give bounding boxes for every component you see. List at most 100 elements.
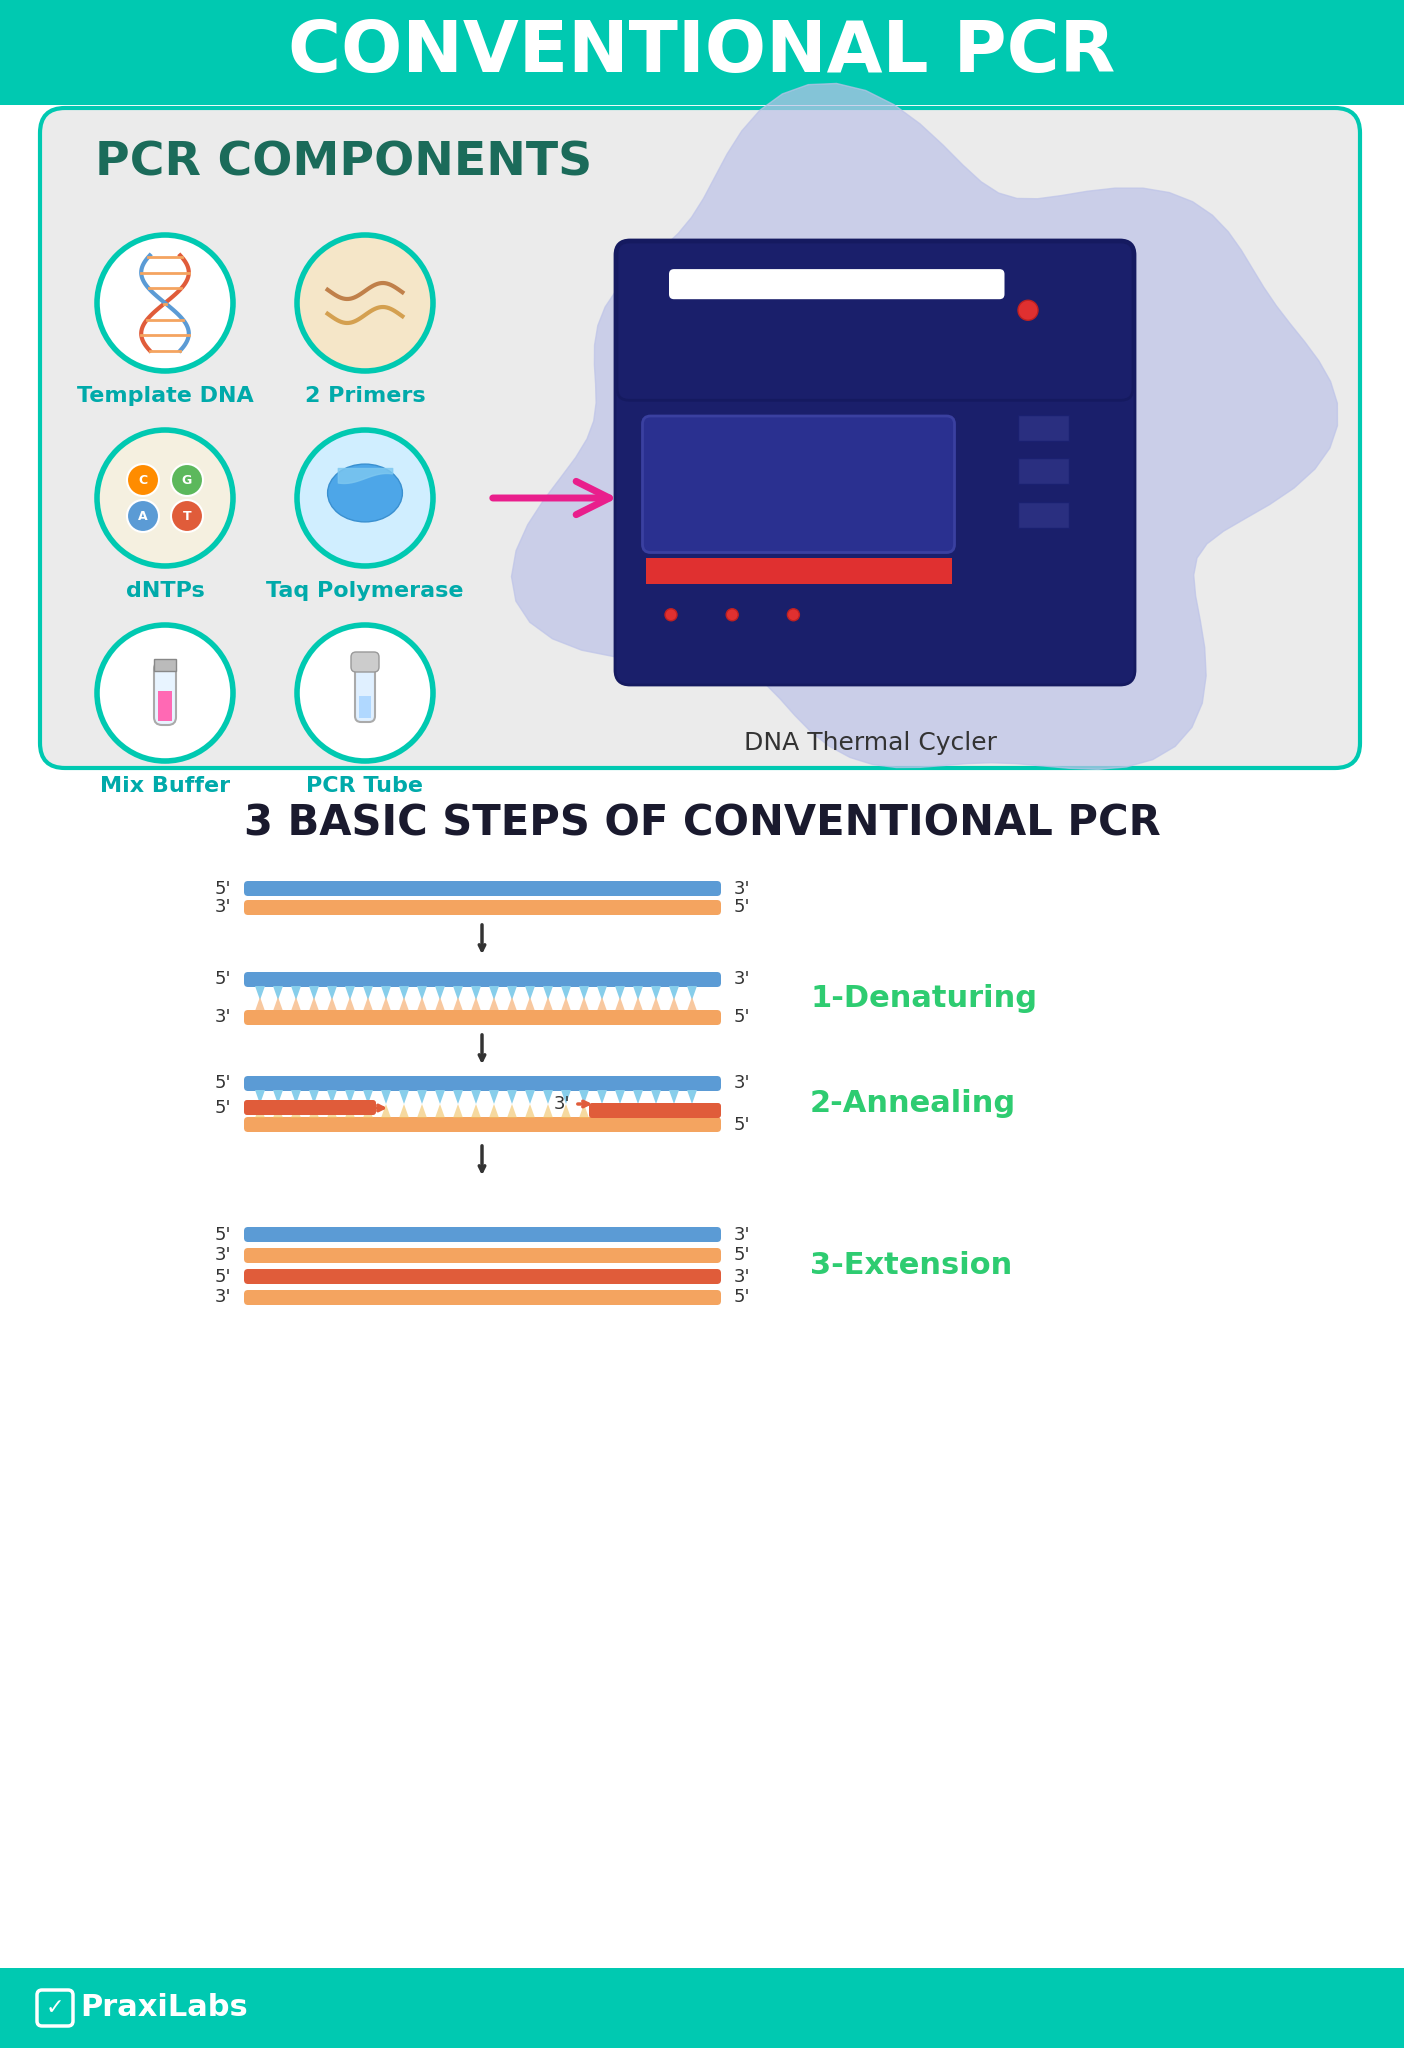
Polygon shape — [615, 997, 625, 1012]
FancyBboxPatch shape — [244, 1227, 722, 1241]
Polygon shape — [364, 985, 373, 999]
FancyBboxPatch shape — [244, 1075, 722, 1092]
Polygon shape — [272, 985, 284, 999]
Text: C: C — [139, 473, 147, 487]
Polygon shape — [291, 985, 300, 999]
Text: 5': 5' — [734, 1247, 750, 1264]
Text: 5': 5' — [215, 1268, 232, 1286]
Polygon shape — [256, 985, 265, 999]
Polygon shape — [489, 985, 498, 999]
Text: 5': 5' — [215, 879, 232, 897]
Bar — [1018, 414, 1068, 440]
Polygon shape — [272, 997, 284, 1012]
FancyBboxPatch shape — [351, 651, 379, 672]
FancyBboxPatch shape — [244, 1270, 722, 1284]
Text: 3': 3' — [734, 1225, 750, 1243]
Text: 1-Denaturing: 1-Denaturing — [810, 983, 1038, 1014]
Text: 3': 3' — [734, 1268, 750, 1286]
Polygon shape — [435, 1104, 445, 1118]
Polygon shape — [668, 1090, 680, 1104]
Bar — [159, 690, 173, 721]
Polygon shape — [256, 1104, 265, 1118]
Polygon shape — [597, 1104, 607, 1118]
Polygon shape — [364, 1104, 373, 1118]
Text: 5': 5' — [215, 971, 232, 989]
Polygon shape — [327, 1104, 337, 1118]
Text: 3': 3' — [734, 1075, 750, 1092]
FancyBboxPatch shape — [39, 109, 1360, 768]
Polygon shape — [399, 997, 409, 1012]
Polygon shape — [435, 985, 445, 999]
Polygon shape — [399, 985, 409, 999]
Polygon shape — [345, 1090, 355, 1104]
Circle shape — [97, 430, 233, 565]
Polygon shape — [578, 985, 590, 999]
FancyBboxPatch shape — [244, 1116, 722, 1133]
Bar — [0, 0, 1404, 104]
Polygon shape — [597, 1090, 607, 1104]
Polygon shape — [453, 1104, 463, 1118]
FancyBboxPatch shape — [244, 973, 722, 987]
Polygon shape — [417, 985, 427, 999]
Text: dNTPs: dNTPs — [125, 582, 205, 600]
Polygon shape — [597, 985, 607, 999]
Polygon shape — [651, 1090, 661, 1104]
Polygon shape — [256, 997, 265, 1012]
Text: Mix Buffer: Mix Buffer — [100, 776, 230, 797]
Text: 3': 3' — [215, 1288, 232, 1307]
Polygon shape — [435, 1090, 445, 1104]
Polygon shape — [597, 997, 607, 1012]
Polygon shape — [507, 1090, 517, 1104]
Text: 5': 5' — [215, 1100, 232, 1116]
Polygon shape — [633, 1104, 643, 1118]
Polygon shape — [525, 985, 535, 999]
FancyBboxPatch shape — [244, 1290, 722, 1305]
Polygon shape — [668, 1104, 680, 1118]
Polygon shape — [380, 997, 390, 1012]
Bar — [1018, 459, 1068, 483]
Polygon shape — [364, 1090, 373, 1104]
Text: 3-Extension: 3-Extension — [810, 1251, 1012, 1280]
Polygon shape — [380, 1090, 390, 1104]
Text: 3': 3' — [215, 899, 232, 918]
Polygon shape — [562, 997, 571, 1012]
Polygon shape — [525, 1090, 535, 1104]
Polygon shape — [272, 1090, 284, 1104]
Polygon shape — [633, 985, 643, 999]
Polygon shape — [489, 1104, 498, 1118]
Bar — [1018, 502, 1068, 528]
FancyBboxPatch shape — [154, 662, 176, 725]
Polygon shape — [615, 1090, 625, 1104]
Polygon shape — [309, 985, 319, 999]
Bar — [359, 696, 371, 719]
Polygon shape — [578, 997, 590, 1012]
Text: 2 Primers: 2 Primers — [305, 385, 425, 406]
Polygon shape — [489, 1090, 498, 1104]
Polygon shape — [417, 1090, 427, 1104]
Text: A: A — [138, 510, 147, 522]
Polygon shape — [435, 997, 445, 1012]
Polygon shape — [309, 1104, 319, 1118]
Polygon shape — [327, 997, 337, 1012]
Text: 5': 5' — [734, 1116, 750, 1133]
Polygon shape — [399, 1090, 409, 1104]
Polygon shape — [345, 997, 355, 1012]
Polygon shape — [633, 997, 643, 1012]
Polygon shape — [615, 1104, 625, 1118]
Polygon shape — [309, 997, 319, 1012]
FancyBboxPatch shape — [244, 899, 722, 915]
Circle shape — [665, 608, 677, 621]
Polygon shape — [543, 1090, 553, 1104]
Polygon shape — [651, 985, 661, 999]
Polygon shape — [345, 985, 355, 999]
Ellipse shape — [327, 465, 403, 522]
Text: 3': 3' — [215, 1008, 232, 1026]
Polygon shape — [507, 997, 517, 1012]
Polygon shape — [687, 1104, 696, 1118]
FancyBboxPatch shape — [643, 416, 955, 553]
Polygon shape — [453, 997, 463, 1012]
Circle shape — [97, 625, 233, 762]
Circle shape — [298, 236, 432, 371]
Text: PraxiLabs: PraxiLabs — [80, 1993, 247, 2023]
Polygon shape — [291, 997, 300, 1012]
